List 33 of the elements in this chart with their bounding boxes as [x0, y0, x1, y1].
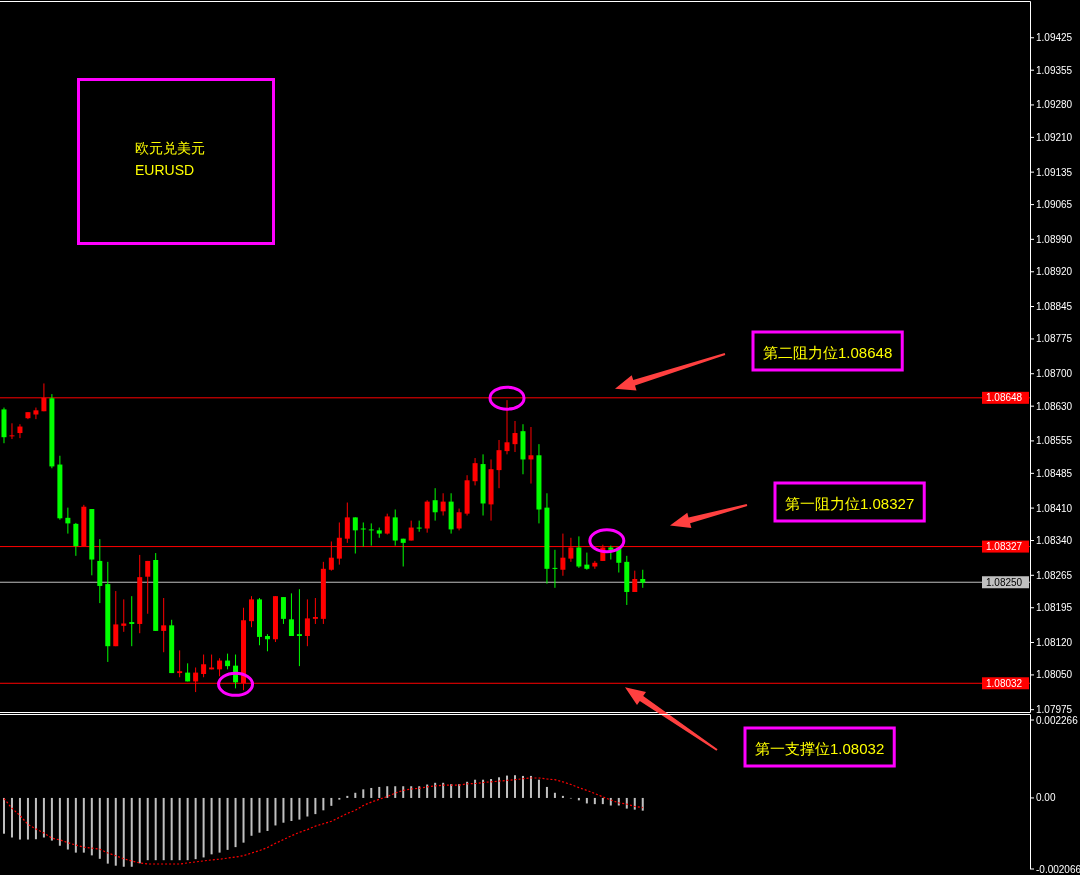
y-tick-label: 1.08845 [1036, 301, 1073, 313]
y-tick-label: 1.09210 [1036, 131, 1073, 143]
y-tick-label: 0.002266 [1036, 714, 1079, 726]
y-tick-label: 1.08990 [1036, 233, 1073, 245]
y-tick-label: 1.08340 [1036, 535, 1073, 547]
y-tick-label: 1.08555 [1036, 435, 1073, 447]
y-tick-label: 0.00 [1036, 792, 1056, 804]
y-tick-label: 1.09355 [1036, 64, 1073, 76]
y-tick-label: 1.08630 [1036, 400, 1073, 412]
ref-line-label: 1.08648 [986, 392, 1023, 404]
y-tick-label: 1.08410 [1036, 502, 1073, 514]
y-tick-label: 1.09065 [1036, 199, 1073, 211]
annotation: 第一阻力位1.08327 [785, 494, 915, 512]
y-tick-label: 1.08700 [1036, 368, 1073, 380]
y-tick-label: 1.07975 [1036, 704, 1073, 716]
y-tick-label: 1.08120 [1036, 636, 1073, 648]
annotation: 第一支撑位1.08032 [755, 739, 885, 757]
y-tick-label: 1.08050 [1036, 669, 1073, 681]
ref-line-label: 1.08327 [986, 541, 1023, 553]
text: EURUSD [135, 162, 195, 178]
y-tick-label: 1.08195 [1036, 602, 1073, 614]
ref-line-label: 1.08032 [986, 677, 1023, 689]
ref-line-label: 1.08250 [986, 576, 1023, 588]
text: 欧元兑美元 [135, 140, 205, 156]
y-tick-label: 1.09280 [1036, 99, 1073, 111]
y-tick-label: 1.09425 [1036, 32, 1073, 44]
y-tick-label: 1.08485 [1036, 467, 1073, 479]
y-tick-label: 1.08775 [1036, 333, 1073, 345]
y-tick-label: 1.08920 [1036, 266, 1073, 278]
annotation: 第二阻力位1.08648 [763, 343, 893, 361]
y-tick-label: 1.08265 [1036, 569, 1073, 581]
y-tick-label: 1.09135 [1036, 166, 1073, 178]
y-tick-label: -0.002066 [1036, 863, 1080, 875]
